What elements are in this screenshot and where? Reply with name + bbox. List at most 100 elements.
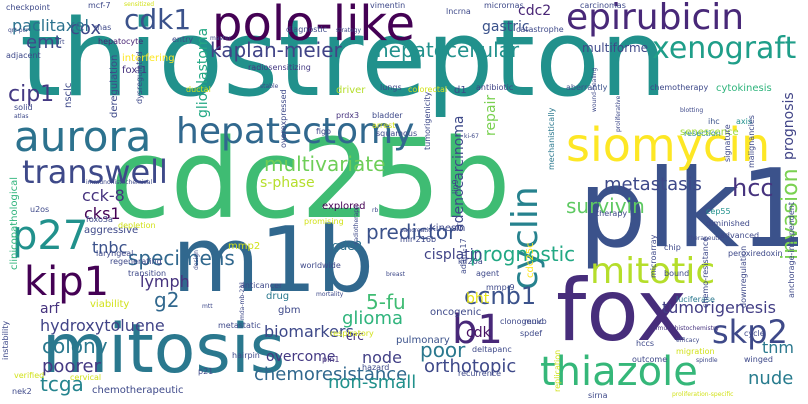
- word-muvb: muvb: [524, 317, 547, 326]
- word-ihc: ihc: [708, 117, 720, 126]
- word-antibiotic: antibiotic: [476, 83, 514, 92]
- word-senescence: senescence: [680, 127, 739, 138]
- word-polo-like: polo-like: [212, 0, 416, 52]
- word-hairpin: hairpin: [232, 351, 260, 360]
- word-regenerating: regenerating: [110, 257, 162, 266]
- word-hazard: hazard: [362, 363, 390, 372]
- word-dysregulated: dysregulated: [135, 51, 144, 104]
- word-biomarkers: biomarkers: [264, 322, 354, 341]
- word-breast: breast: [386, 271, 405, 278]
- word-figo: figo: [316, 127, 332, 136]
- word-prognostic: prognostic: [470, 242, 576, 266]
- word-blotting: blotting: [680, 107, 704, 114]
- word-luciferase: luciferase: [676, 295, 715, 304]
- word-cisplatin: cisplatin: [424, 247, 483, 263]
- word-radiosensitizing: radiosensitizing: [248, 63, 311, 72]
- word-transwell: transwell: [22, 153, 168, 191]
- word-spdef: spdef: [520, 329, 543, 338]
- word-d1: d1: [454, 85, 467, 96]
- word-mechanistically: mechanistically: [547, 107, 556, 170]
- word-design: design: [193, 250, 200, 270]
- word-pin1: pin1: [322, 355, 340, 364]
- word-outcome: outcome: [632, 355, 668, 364]
- word-lymph: lymph: [140, 272, 190, 291]
- word-ki-67: ki-67: [464, 133, 479, 140]
- word-mtt: mtt: [202, 303, 213, 310]
- word-aurora: aurora: [14, 112, 152, 161]
- word-hydroxytoluene: hydroxytoluene: [40, 316, 165, 335]
- word-depletion: depletion: [118, 221, 156, 230]
- word-s-phase: s-phase: [260, 175, 315, 191]
- word-predictor: predictor: [366, 220, 457, 244]
- word-squamous: squamous: [376, 129, 418, 138]
- word-cdk: cdk: [466, 325, 491, 341]
- word-mir-216b: mir-216b: [400, 235, 437, 244]
- word-g2: g2: [154, 288, 180, 312]
- word-downregulation: downregulation: [739, 245, 748, 308]
- word-pulmonary: pulmonary: [396, 335, 450, 346]
- word-cdc2: cdc2: [518, 3, 552, 19]
- word-cck-8: cck-8: [82, 186, 125, 205]
- word-axis: axis: [736, 117, 753, 126]
- word-vimentin: vimentin: [370, 1, 406, 10]
- word-kip1: kip1: [24, 259, 110, 305]
- word-therapeutic: therapeutic: [688, 235, 723, 242]
- word-migration: migration: [676, 347, 715, 356]
- word-wound-healing: wound-healing: [591, 67, 598, 112]
- word-tnbc: tnbc: [92, 238, 128, 257]
- word-clonogenic: clonogenic: [500, 317, 544, 326]
- word-irt: irt: [58, 39, 65, 46]
- word-kinesin: kinesin: [430, 223, 466, 234]
- word-colony: colony: [42, 334, 108, 358]
- word-solid: solid: [14, 103, 33, 112]
- word-kaplan-meier: kaplan-meier: [210, 38, 342, 62]
- word-tumorigenicity: tumorigenicity: [423, 91, 432, 150]
- word-diminished: diminished: [706, 219, 750, 228]
- word-immunohistochemistry: immunohistochemistry: [650, 325, 720, 332]
- word-prdx3: prdx3: [336, 111, 360, 120]
- word-explored: explored: [322, 201, 366, 212]
- word-thiazole: thiazole: [540, 349, 698, 395]
- word-clinicopathological: clinicopathological: [9, 176, 20, 270]
- word-immunohistochemical: immunohistochemical: [86, 179, 153, 186]
- word-mda-mb-231: mda-mb-231: [239, 281, 246, 320]
- word-cox: cox: [70, 18, 102, 39]
- word-repair: repair: [483, 94, 499, 136]
- word-micrornas: micrornas: [484, 1, 524, 10]
- word-driver: driver: [336, 85, 366, 96]
- word-cep55: cep55: [706, 207, 731, 216]
- word-colorectal: colorectal: [408, 85, 448, 94]
- word-bladder: bladder: [372, 111, 403, 120]
- word-therapy: therapy: [596, 209, 628, 218]
- word-hepatocellular: hepatocellular: [376, 38, 520, 62]
- word-chemotherapy: chemotherapy: [650, 83, 709, 92]
- word-xenograft: xenograft: [652, 31, 797, 66]
- word-nude: nude: [748, 368, 794, 389]
- word-multiforme: multiforme: [582, 41, 649, 55]
- word-rnas: rnas: [94, 23, 112, 32]
- word-p21: p21: [198, 367, 214, 376]
- word-thiostrepton: thiostrepton: [20, 0, 668, 120]
- word-cip1: cip1: [8, 82, 55, 107]
- word-anticancer: anticancer: [240, 281, 283, 290]
- word-deregulation: deregulation: [109, 54, 120, 118]
- word-instability: instability: [1, 320, 10, 360]
- word-crc: crc: [346, 329, 364, 343]
- word-rb: rb: [372, 207, 379, 214]
- word-cycle: cycle: [744, 329, 765, 338]
- word-cdk1: cdk1: [124, 3, 192, 36]
- word-orthotopic: orthotopic: [424, 356, 517, 377]
- word-lncrna: lncrna: [446, 7, 471, 16]
- word-promising: promising: [304, 217, 344, 226]
- word-poorer: poorer: [42, 356, 101, 377]
- word-sirna: sirna: [588, 391, 608, 400]
- word-prognosis: prognosis: [781, 92, 797, 160]
- word-cdc25c: cdc25c: [525, 242, 536, 278]
- word-checkpoint: checkpoint: [6, 3, 50, 12]
- word-skp2: skp2: [712, 313, 788, 351]
- word-hcc: hcc: [732, 174, 774, 202]
- word-carcinomas: carcinomas: [580, 1, 626, 10]
- word-cervical: cervical: [70, 373, 102, 382]
- word-peroxiredoxin: peroxiredoxin: [728, 249, 783, 258]
